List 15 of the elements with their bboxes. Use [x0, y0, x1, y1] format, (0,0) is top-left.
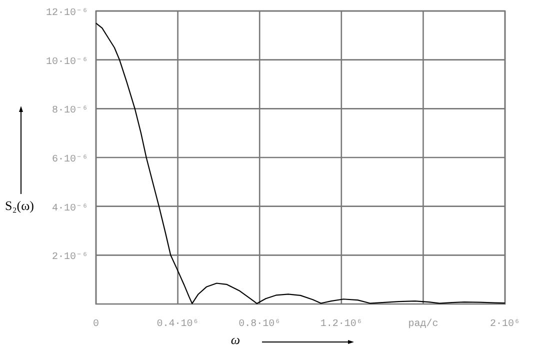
y-axis-title: S₂(ω) [5, 198, 34, 213]
x-tick-label: рад/с [408, 318, 438, 330]
line-series [95, 22, 506, 304]
x-tick-label: 0.8·10⁶ [238, 319, 281, 330]
y-tick-label: 2·10⁻⁶ [52, 252, 88, 264]
y-tick-label: 12·10⁻⁶ [46, 8, 88, 19]
y-tick-label: 8·10⁻⁶ [52, 106, 88, 117]
y-tick-label: 10·10⁻⁶ [46, 56, 88, 68]
y-tick-label: 6·10⁻⁶ [52, 154, 88, 166]
x-tick-label: 0.4·10⁶ [156, 319, 199, 330]
x-axis-title: ω [230, 332, 240, 347]
x-tick-label: 0 [92, 319, 100, 330]
x-tick-label: 2·10⁶ [490, 319, 520, 330]
x-tick-label: 1.2·10⁶ [320, 319, 362, 330]
y-tick-label: 4·10⁻⁶ [52, 203, 88, 214]
